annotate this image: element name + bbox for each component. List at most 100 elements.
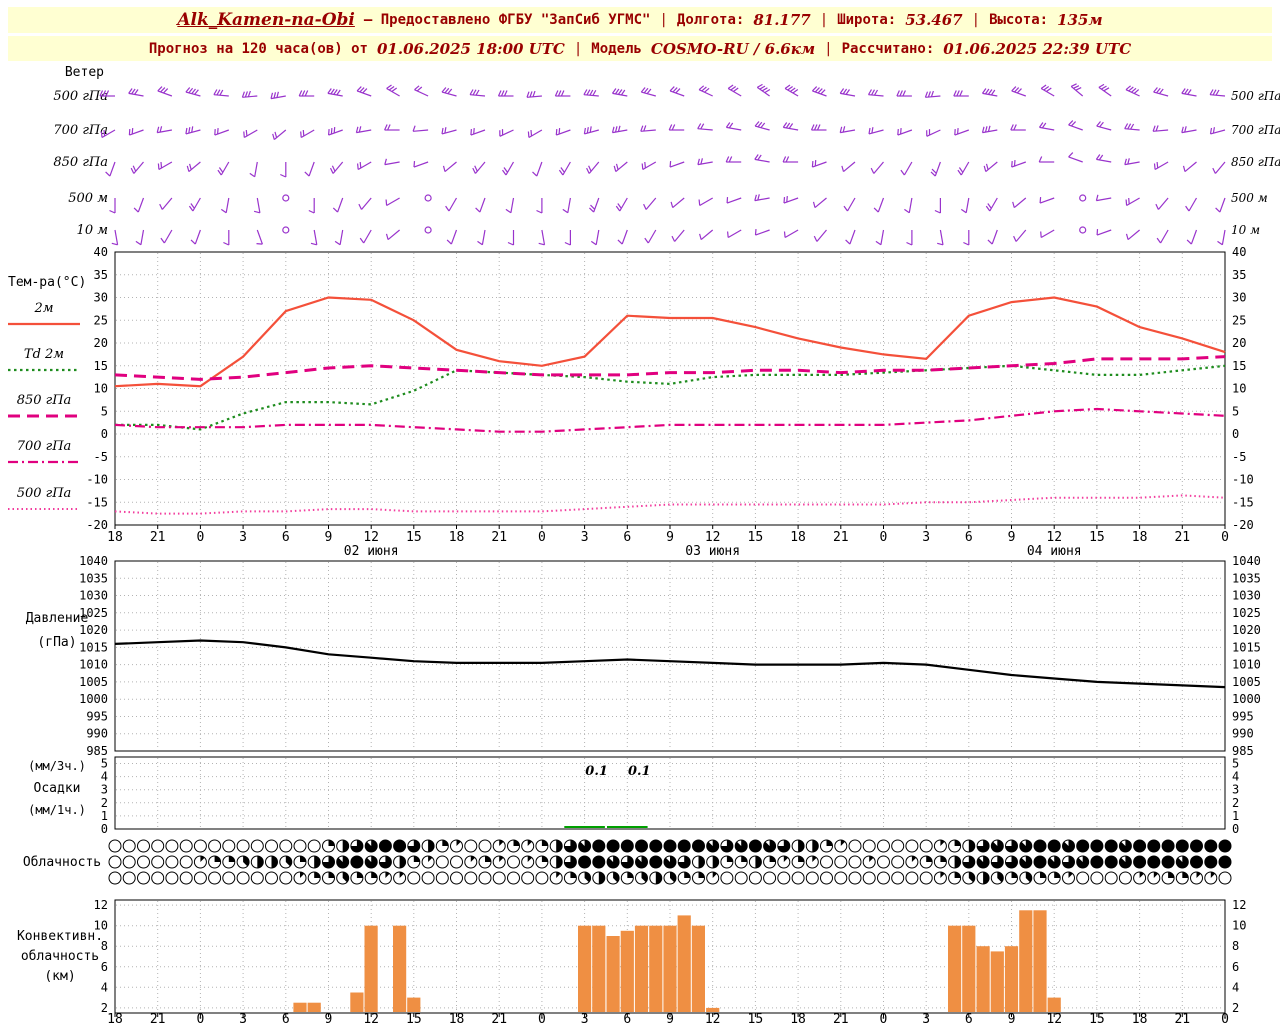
wind-barb [593, 197, 600, 213]
series-700 гПа [114, 407, 1226, 433]
time-tick-label-bottom: 21 [150, 1012, 166, 1024]
wind-barb-feather [728, 122, 734, 129]
latitude-value: 53.467 [905, 11, 963, 29]
cloud-cover-icon [122, 855, 136, 869]
wind-barb-feather [412, 125, 416, 132]
cloud-cover-fill [328, 840, 335, 846]
time-tick-label: 9 [1008, 530, 1016, 545]
wind-barb [754, 197, 770, 202]
cloud-cover-icon [151, 855, 165, 869]
longitude-value: 81.177 [753, 11, 811, 29]
time-tick-label: 21 [150, 530, 166, 545]
cloud-cover-icon [763, 871, 777, 885]
wind-barb [698, 89, 713, 97]
wind-barb-feather [1155, 203, 1159, 210]
cloud-cover-fill [664, 855, 677, 868]
wind-barb-feather [330, 88, 335, 95]
legend-label: 500 гПа [17, 486, 72, 501]
wind-barb-feather [725, 156, 730, 163]
time-tick-label-bottom: 18 [107, 1012, 123, 1024]
wind-barb-feather [870, 89, 876, 96]
wind-barb-feather [414, 85, 420, 91]
wind-barb [1098, 86, 1112, 97]
cloud-panel-title: Облачность [23, 855, 101, 870]
convective-cloud-bar [364, 925, 378, 1012]
wind-barb-feather [472, 167, 476, 174]
cloud-cover-fill [641, 872, 648, 883]
wind-barb-feather [1187, 89, 1192, 95]
cloud-cover-icon [620, 839, 634, 853]
cloud-cover-fill [1054, 872, 1061, 878]
wind-barb-feather [554, 90, 559, 97]
wind-barb [727, 229, 742, 239]
wind-barb-feather [477, 240, 483, 246]
wind-barb-feather [1103, 87, 1110, 92]
precip-amount-label: 0.1 [585, 764, 608, 779]
wind-barb-feather [159, 126, 163, 133]
wind-level-label-right: 850 гПа [1231, 155, 1280, 169]
y-axis-label-right: 1000 [1232, 692, 1261, 706]
wind-barb [254, 161, 258, 177]
wind-barb [387, 229, 400, 241]
wind-barb-feather [871, 127, 874, 134]
cloud-cover-icon [507, 871, 520, 885]
y-axis-label-left: 10 [94, 919, 108, 933]
cloud-cover-icon [877, 871, 890, 885]
cloud-cover-fill [1076, 856, 1089, 868]
cloud-cover-icon [1175, 839, 1189, 853]
wind-barb [873, 161, 884, 174]
cloud-cover-icon [649, 855, 663, 869]
y-axis-label-right: 6 [1232, 960, 1239, 974]
cloud-cover-icon [307, 839, 321, 853]
wind-barb-feather [760, 122, 766, 129]
wind-barb-feather [131, 88, 136, 95]
wind-barb [1154, 161, 1169, 171]
cloud-cover-icon [805, 871, 819, 885]
y-axis-label-right: -20 [1232, 518, 1254, 532]
y-axis-label-left: 985 [86, 744, 108, 758]
y-axis-label-right: 990 [1232, 727, 1254, 741]
cloud-cover-fill [527, 840, 532, 846]
wind-barb-feather [185, 87, 191, 93]
wind-barb [934, 161, 941, 177]
wind-barb-feather [1212, 167, 1216, 174]
time-tick-label-bottom: 6 [623, 1012, 631, 1024]
cloud-cover-icon [1133, 839, 1147, 853]
wind-barb [386, 87, 400, 97]
cloud-cover-icon [578, 855, 592, 869]
cloud-cover-fill [399, 856, 406, 868]
y-axis-label-right: 35 [1232, 268, 1246, 282]
pressure-panel-title: Давление [26, 611, 89, 626]
wind-barb-feather [388, 86, 395, 91]
cloud-cover-fill [954, 840, 961, 846]
cloud-cover-icon [635, 839, 648, 853]
wind-barb-feather [413, 161, 416, 168]
wind-barb-feather [564, 241, 571, 246]
wind-barb-feather [757, 194, 760, 201]
cloud-cover-fill [607, 856, 620, 869]
wind-barb-feather [586, 167, 590, 174]
wind-barb-feather [472, 89, 477, 96]
wind-barb-feather [759, 85, 766, 90]
wind-barb-feather [900, 128, 902, 135]
y-axis-label-left: 3 [101, 783, 108, 797]
wind-barb-feather [331, 165, 336, 172]
convective-cloud-bar [620, 930, 634, 1012]
wind-barb-feather [188, 87, 194, 94]
wind-barb [985, 161, 998, 173]
cloud-cover-fill [541, 856, 548, 862]
convective-cloud-bar [948, 925, 962, 1012]
cloud-cover-icon [1118, 871, 1132, 885]
cloud-cover-icon [492, 871, 506, 885]
wind-barb-feather [160, 161, 163, 169]
wind-barb-feather [445, 205, 450, 212]
cloud-cover-icon [236, 839, 250, 853]
wind-barb [925, 95, 941, 98]
wind-barb-feather [868, 127, 871, 135]
pressure-unit-label: (гПа) [37, 635, 76, 650]
wind-barb [726, 126, 742, 131]
wind-barb-feather [812, 201, 816, 208]
wind-barb-feather [813, 124, 818, 131]
cloud-cover-fill [499, 840, 504, 846]
wind-barb-feather [505, 208, 512, 214]
